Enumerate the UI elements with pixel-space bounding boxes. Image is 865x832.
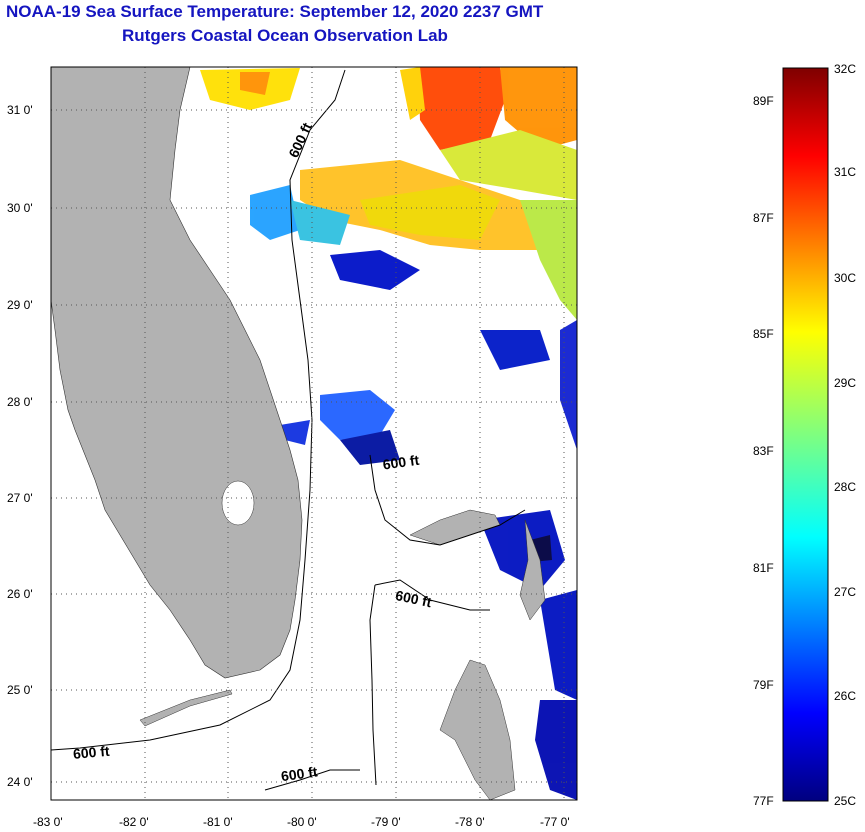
y-tick-label: 26 0' — [7, 587, 33, 601]
y-tick-label: 27 0' — [7, 491, 33, 505]
x-tick-label: -83 0' — [33, 815, 63, 829]
y-tick-label: 28 0' — [7, 395, 33, 409]
y-tick-label: 25 0' — [7, 683, 33, 697]
florida-land — [51, 67, 303, 679]
colorbar-c-label: 31C — [834, 165, 856, 179]
contour-label: 600 ft — [280, 763, 319, 784]
contour-label: 600 ft — [382, 452, 421, 473]
x-tick-label: -82 0' — [119, 815, 149, 829]
colorbar: 32C 31C 30C 29C 28C 27C 26C 25C 89F 87F … — [753, 62, 856, 808]
graticule — [51, 67, 577, 800]
x-tick-label: -81 0' — [203, 815, 233, 829]
map-title: NOAA-19 Sea Surface Temperature: Septemb… — [6, 2, 544, 21]
colorbar-f-label: 81F — [753, 561, 774, 575]
x-tick-label: -77 0' — [540, 815, 570, 829]
colorbar-f-label: 85F — [753, 327, 774, 341]
y-tick-label: 31 0' — [7, 103, 33, 117]
colorbar-f-label: 79F — [753, 678, 774, 692]
colorbar-c-label: 27C — [834, 585, 856, 599]
colorbar-f-label: 87F — [753, 211, 774, 225]
x-tick-label: -79 0' — [371, 815, 401, 829]
abaco — [519, 519, 546, 621]
contour-label: 600 ft — [394, 587, 433, 610]
colorbar-f-label: 77F — [753, 794, 774, 808]
y-tick-label: 24 0' — [7, 775, 33, 789]
contour-label: 600 ft — [72, 743, 110, 762]
colorbar-c-label: 29C — [834, 376, 856, 390]
x-tick-label: -80 0' — [287, 815, 317, 829]
colorbar-c-label: 26C — [834, 689, 856, 703]
colorbar-f-label: 89F — [753, 94, 774, 108]
colorbar-c-label: 28C — [834, 480, 856, 494]
colorbar-c-label: 25C — [834, 794, 856, 808]
colorbar-c-label: 32C — [834, 62, 856, 76]
x-axis-ticks: -83 0' -82 0' -81 0' -80 0' -79 0' -78 0… — [33, 815, 570, 829]
isobaths — [51, 69, 526, 791]
x-tick-label: -78 0' — [455, 815, 485, 829]
colorbar-c-label: 30C — [834, 271, 856, 285]
y-axis-ticks: 31 0' 30 0' 29 0' 28 0' 27 0' 26 0' 25 0… — [7, 103, 33, 789]
sst-patches — [200, 67, 577, 800]
colorbar-f-label: 83F — [753, 444, 774, 458]
lake-okeechobee — [221, 480, 255, 526]
map-subtitle: Rutgers Coastal Ocean Observation Lab — [122, 26, 448, 45]
florida-keys — [139, 689, 233, 727]
y-tick-label: 30 0' — [7, 201, 33, 215]
y-tick-label: 29 0' — [7, 298, 33, 312]
andros — [439, 659, 516, 800]
